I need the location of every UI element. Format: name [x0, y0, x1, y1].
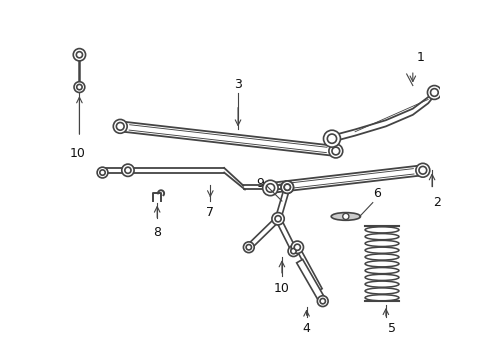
Circle shape [288, 246, 299, 256]
Circle shape [329, 144, 343, 158]
Ellipse shape [365, 234, 399, 240]
Circle shape [284, 184, 291, 190]
Circle shape [113, 120, 127, 133]
Circle shape [294, 244, 300, 250]
Circle shape [431, 89, 438, 96]
Polygon shape [276, 217, 296, 251]
Polygon shape [247, 217, 280, 249]
Circle shape [76, 52, 82, 58]
Circle shape [343, 213, 349, 220]
Circle shape [125, 167, 131, 173]
Circle shape [416, 163, 430, 177]
Ellipse shape [365, 295, 399, 301]
Ellipse shape [365, 267, 399, 274]
Ellipse shape [365, 281, 399, 287]
Circle shape [275, 216, 281, 222]
Circle shape [97, 167, 108, 178]
Circle shape [73, 49, 86, 61]
Circle shape [244, 242, 254, 253]
Circle shape [332, 147, 340, 155]
Ellipse shape [331, 213, 361, 220]
Text: 9: 9 [256, 177, 264, 190]
Text: 2: 2 [434, 195, 441, 209]
Circle shape [281, 181, 294, 193]
Polygon shape [295, 246, 322, 291]
Polygon shape [270, 165, 423, 193]
Circle shape [284, 184, 291, 190]
Circle shape [246, 244, 251, 250]
Ellipse shape [365, 240, 399, 247]
Circle shape [77, 84, 82, 90]
Circle shape [263, 180, 278, 195]
Ellipse shape [365, 247, 399, 253]
Circle shape [427, 86, 441, 99]
Text: 3: 3 [234, 78, 242, 91]
Circle shape [320, 298, 325, 304]
Circle shape [419, 166, 427, 174]
Circle shape [117, 122, 124, 130]
Circle shape [318, 296, 328, 306]
Polygon shape [120, 121, 337, 156]
Circle shape [100, 170, 105, 175]
Circle shape [272, 213, 284, 225]
Ellipse shape [365, 227, 399, 233]
Circle shape [122, 164, 134, 176]
Text: 4: 4 [303, 322, 311, 335]
Circle shape [281, 181, 294, 193]
Circle shape [291, 241, 303, 253]
Circle shape [327, 134, 337, 143]
Ellipse shape [365, 274, 399, 280]
Text: 10: 10 [70, 147, 86, 160]
Ellipse shape [365, 288, 399, 294]
Text: 7: 7 [206, 206, 214, 220]
Text: 5: 5 [388, 322, 396, 335]
Circle shape [291, 248, 296, 254]
Circle shape [323, 130, 341, 147]
Circle shape [266, 184, 274, 192]
Text: 1: 1 [416, 51, 424, 64]
Text: 8: 8 [153, 226, 161, 239]
Text: 6: 6 [373, 186, 381, 199]
Polygon shape [296, 259, 326, 303]
Ellipse shape [365, 254, 399, 260]
Ellipse shape [365, 261, 399, 267]
Text: 10: 10 [274, 282, 290, 295]
Circle shape [74, 82, 85, 93]
Polygon shape [275, 186, 290, 220]
